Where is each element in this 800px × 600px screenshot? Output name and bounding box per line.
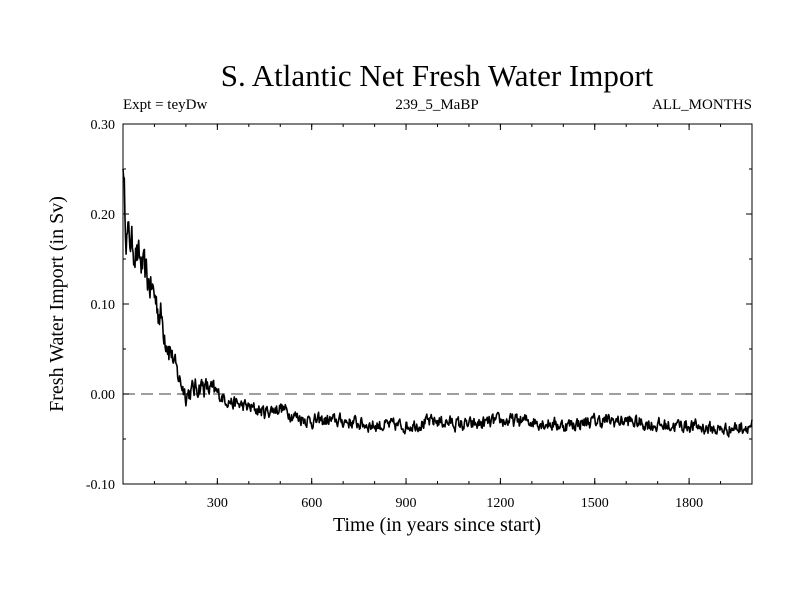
y-tick-label: 0.30 xyxy=(91,118,116,133)
plot-frame xyxy=(122,123,753,485)
y-tick-label: 0.20 xyxy=(91,208,116,223)
x-tick-label: 1800 xyxy=(675,496,703,511)
x-tick-label: 1500 xyxy=(581,496,609,511)
chart-subtitle-right: ALL_MONTHS xyxy=(652,97,752,113)
series-line xyxy=(122,168,753,438)
x-axis-label: Time (in years since start) xyxy=(333,514,541,536)
y-axis-label: Fresh Water Import (in Sv) xyxy=(46,196,68,412)
chart-subtitle-center: 239_5_MaBP xyxy=(395,97,478,113)
chart-subtitle-left: Expt = teyDw xyxy=(123,97,207,113)
x-tick-label: 1200 xyxy=(486,496,514,511)
x-tick-label: 900 xyxy=(396,496,417,511)
x-tick-label: 300 xyxy=(207,496,228,511)
x-tick-label: 600 xyxy=(301,496,322,511)
y-tick-label: 0.00 xyxy=(91,388,116,403)
chart-title: S. Atlantic Net Fresh Water Import xyxy=(221,58,654,93)
y-tick-label: 0.10 xyxy=(91,298,116,313)
y-tick-label: -0.10 xyxy=(86,478,115,493)
